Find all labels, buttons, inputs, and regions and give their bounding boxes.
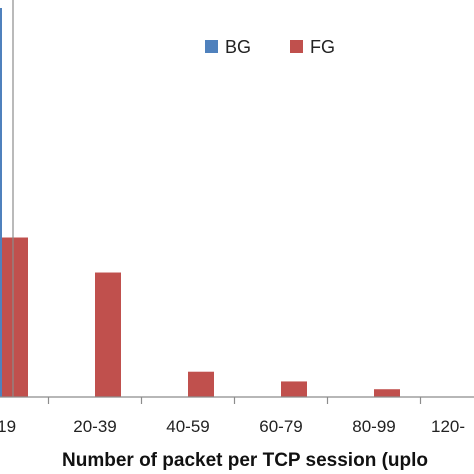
x-tick-group <box>47 397 422 404</box>
bar-fg-40-59 <box>188 371 214 397</box>
x-axis-title: Number of packet per TCP session (uplo <box>62 450 428 471</box>
legend-swatch-bg <box>205 40 218 53</box>
bar-fg-20-39 <box>95 272 121 397</box>
bar-fg-80-99 <box>374 389 400 397</box>
x-tick-label: 120- <box>431 417 465 436</box>
x-tick-label: 80-99 <box>352 417 395 436</box>
x-tick-label: 0-19 <box>0 417 16 436</box>
bar-bg-0-19 <box>0 8 2 397</box>
x-tick-label: 20-39 <box>73 417 116 436</box>
legend: BG FG <box>205 37 335 57</box>
bar-fg-60-79 <box>281 381 307 397</box>
x-tick-label: 40-59 <box>166 417 209 436</box>
legend-swatch-fg <box>290 40 303 53</box>
x-tick-label: 60-79 <box>259 417 302 436</box>
legend-label-fg: FG <box>310 37 335 57</box>
bar-group <box>0 8 400 397</box>
bar-fg-0-19 <box>2 237 28 397</box>
x-tick-label-group: 0-19 20-39 40-59 60-79 80-99 120- <box>0 417 465 436</box>
legend-label-bg: BG <box>225 37 251 57</box>
